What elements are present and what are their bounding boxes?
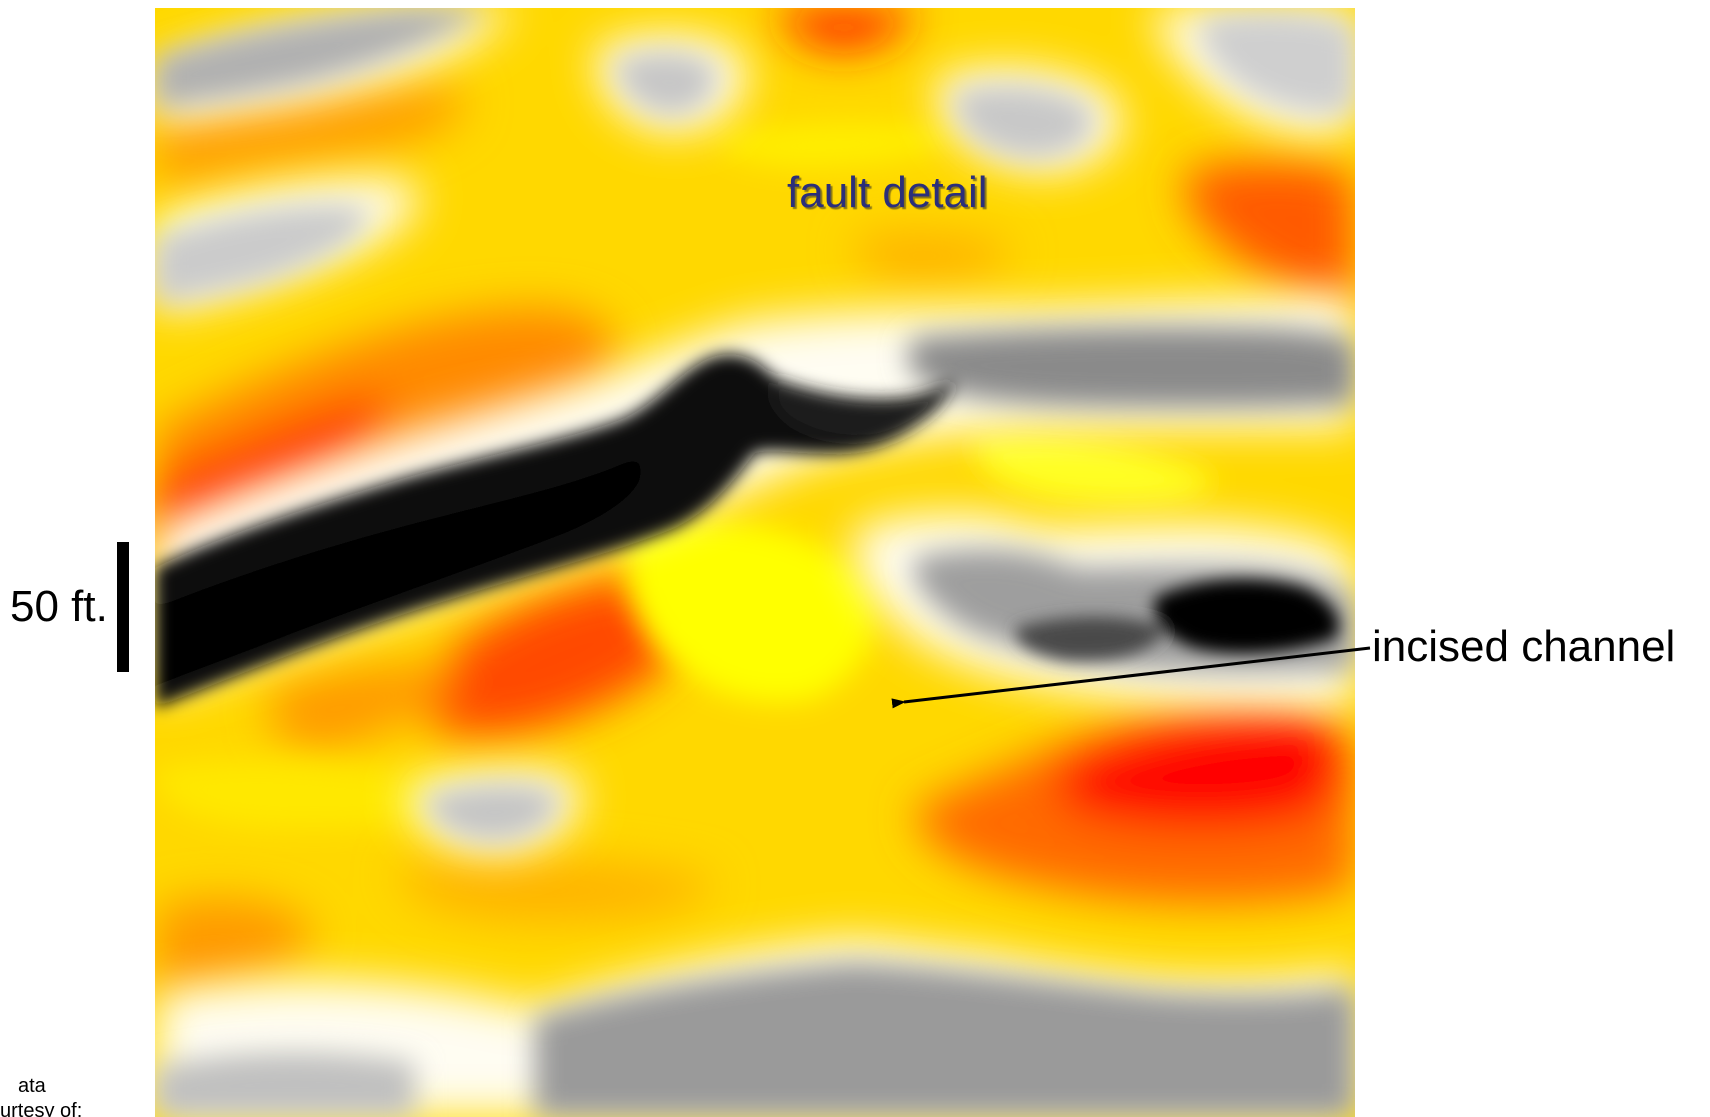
seismic-amplitude-display <box>155 8 1355 1117</box>
scale-label: 50 ft. <box>10 582 108 631</box>
data-credit: ata urtesy of: <box>0 1074 150 1117</box>
credit-line-2: urtesy of: <box>0 1100 83 1117</box>
credit-line-1: ata <box>18 1075 46 1097</box>
fault-detail-label: fault detail <box>787 168 988 217</box>
incised-channel-label: incised channel <box>1372 622 1676 671</box>
vertical-scale-bar <box>117 542 129 672</box>
seismic-section-image <box>155 8 1355 1117</box>
